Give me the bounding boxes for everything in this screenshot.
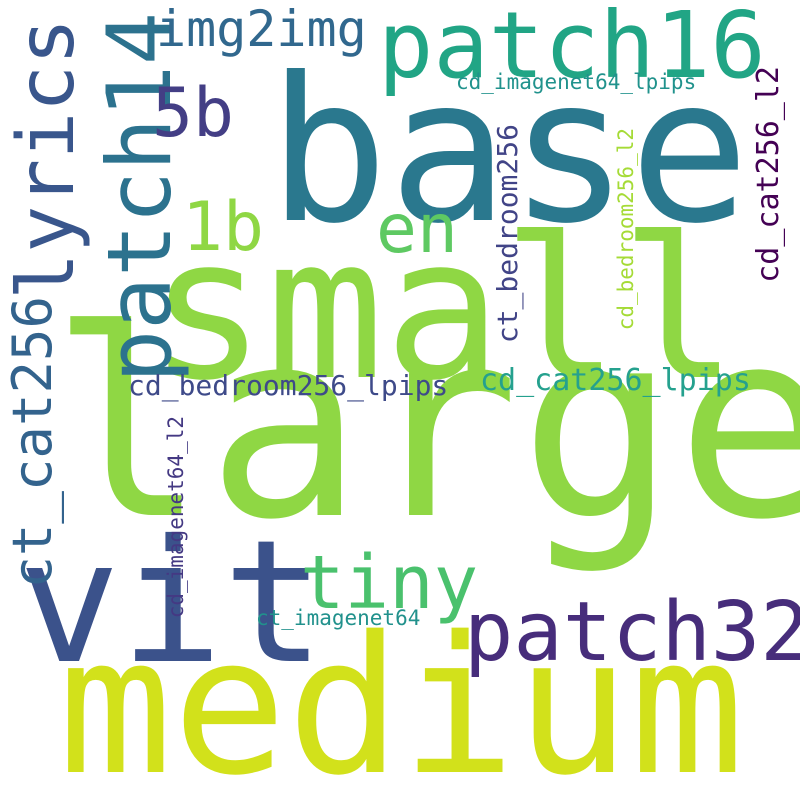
word-cd-imagenet64-l2: cd_imagenet64_l2: [164, 416, 188, 619]
word-en: en: [376, 190, 458, 269]
word-cd-bedroom256-l2: cd_bedroom256_l2: [614, 128, 638, 331]
word-patch32: patch32: [464, 585, 800, 680]
word-ct-bedroom256: ct_bedroom256: [491, 124, 524, 344]
word-1b: 1b: [182, 188, 264, 267]
word-ct-imagenet64: ct_imagenet64: [256, 606, 421, 630]
word-small: small: [148, 196, 739, 424]
word-cd-cat256-lpips: cd_cat256_lpips: [480, 363, 751, 398]
word-lyrics: lyrics: [2, 18, 92, 300]
word-large: large: [50, 275, 800, 577]
word-patch16: patch16: [378, 0, 766, 99]
word-5b: 5b: [152, 74, 234, 153]
word-cd-cat256-l2: cd_cat256_l2: [751, 66, 786, 283]
word-medium: medium: [58, 596, 745, 800]
word-base: base: [268, 35, 750, 268]
word-cd-imagenet64-lpips: cd_imagenet64_lpips: [456, 70, 697, 94]
word-img2img: img2img: [156, 0, 367, 58]
word-tiny: tiny: [300, 540, 479, 626]
word-vit: vit: [18, 504, 326, 702]
word-cd-bedroom256-lpips: cd_bedroom256_lpips: [128, 369, 449, 402]
word-ct-cat256: ct_cat256: [1, 296, 64, 589]
word-patch14: patch14: [88, 12, 191, 383]
